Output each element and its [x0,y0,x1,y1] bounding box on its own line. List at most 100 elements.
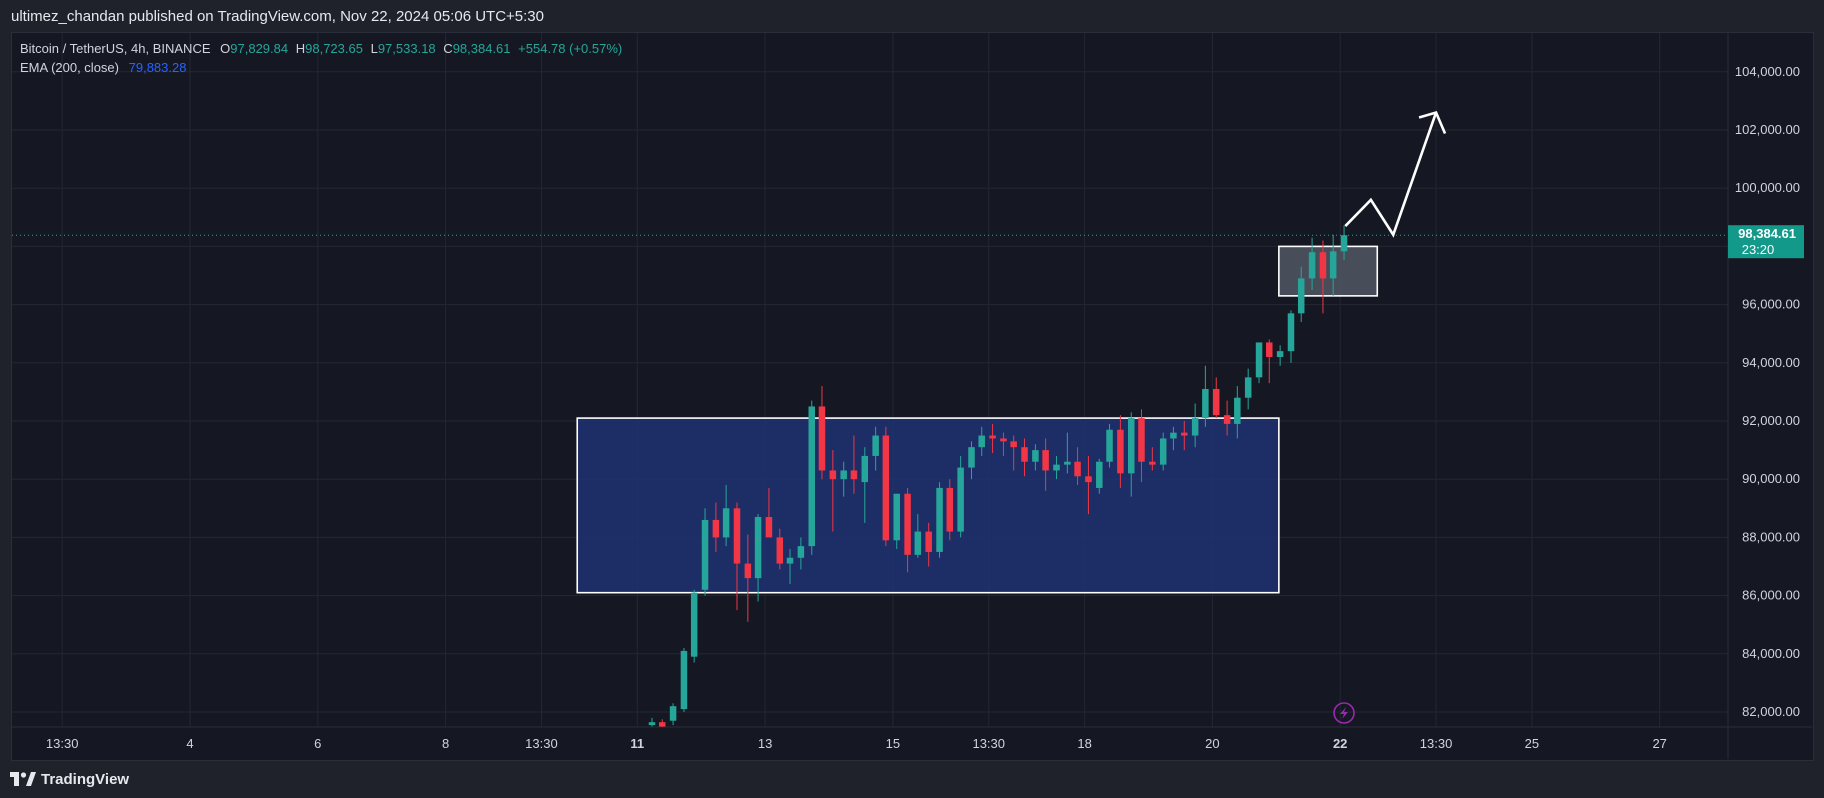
candle-up [1297,266,1305,323]
candle-up [808,400,815,555]
time-axis-label: 13:30 [1420,736,1453,751]
candle-down [946,479,954,541]
candle-down [850,435,858,494]
candle-body [872,435,879,456]
bar-countdown-label: 23:20 [1742,242,1775,257]
candle-body [733,508,741,564]
price-axis-label: 100,000.00 [1735,180,1800,195]
candle-up [1308,237,1316,291]
candle-up [957,455,964,538]
candle-up [1053,455,1060,480]
candle-down [1138,409,1145,483]
candle-body [1085,476,1092,483]
candle-down [1021,438,1028,477]
candle-down [1149,447,1156,471]
candle-body [808,406,815,547]
candle-body [829,470,837,480]
candle-down [1319,240,1327,314]
candle-body [1000,438,1007,442]
candle-body [1096,461,1103,488]
time-axis-label: 11 [630,736,644,751]
candle-body [1276,351,1284,357]
candle-body [861,455,869,483]
candle-up [754,514,762,602]
candle-down [1010,435,1017,471]
candle-body [946,487,954,532]
breakout-box [1278,245,1379,297]
candle-body [1042,450,1049,471]
candle-up [648,717,656,727]
candle-body [904,493,911,555]
candle-up [701,508,709,596]
candle-body [818,406,826,471]
candle-body [1287,313,1295,352]
forecast-arrow-icon [1344,112,1438,238]
ohlc-legend: Bitcoin / TetherUS, 4h, BINANCE O97,829.… [20,39,622,58]
time-axis-label: 13:30 [46,736,79,751]
candle-body [1329,251,1337,279]
candle-body [1032,450,1039,462]
candle-down [829,450,837,532]
time-axis-label: 13 [758,736,772,751]
candle-body [1159,438,1167,465]
candle-body [1244,377,1252,398]
change-value: +554.78 (+0.57%) [518,41,623,56]
price-axis-label: 82,000.00 [1742,704,1800,719]
chart-frame [11,32,1814,761]
price-axis-label: 104,000.00 [1735,64,1800,79]
candle-body [850,470,858,480]
symbol-label[interactable]: Bitcoin / TetherUS, 4h, BINANCE [20,41,211,56]
candle-up [1096,458,1103,494]
publisher-bar: ultimez_chandan published on TradingView… [0,0,1824,32]
time-axis-label: 27 [1652,736,1666,751]
candle-body [1255,342,1263,378]
candle-down [658,719,666,727]
candle-up [1032,444,1039,471]
lightning-alert-icon [1333,702,1355,724]
price-axis-label: 86,000.00 [1742,588,1800,603]
candle-body [1223,415,1231,424]
candle-up [914,514,922,558]
price-axis-label: 102,000.00 [1735,122,1800,137]
candle-body [1021,447,1028,462]
high-value: 98,723.65 [305,41,363,56]
last-price-badge [1728,225,1804,259]
price-axis-label: 94,000.00 [1742,355,1800,370]
candle-up [1234,386,1241,439]
price-axis-label: 84,000.00 [1742,646,1800,661]
candle-up [1276,345,1284,366]
candle-body [1117,429,1124,474]
candle-up [1202,365,1209,427]
candle-body [840,470,847,480]
candle-up [861,447,869,523]
candle-up [1255,342,1263,384]
candle-up [1329,234,1337,296]
candle-up [1244,368,1252,410]
price-axis-label: 88,000.00 [1742,529,1800,544]
candle-body [989,435,996,439]
candle-body [1297,278,1305,314]
candle-body [1010,441,1017,448]
candle-up [680,647,688,712]
price-axis-label: 96,000.00 [1742,297,1800,312]
close-value: 98,384.61 [452,41,511,56]
candle-up [1127,412,1135,497]
time-axis-label: 8 [442,736,449,751]
candle-down [925,522,932,567]
candle-up [840,461,847,497]
candle-body [701,519,709,590]
last-price-label: 98,384.61 [1738,226,1796,241]
candle-down [1181,421,1188,451]
candle-body [1234,397,1241,424]
price-axis-label: 92,000.00 [1742,413,1800,428]
candle-body [1212,388,1220,416]
candle-up [1159,432,1167,471]
footer-brand[interactable]: TradingView [10,768,129,790]
candle-body [712,519,720,538]
candle-body [1191,418,1199,436]
lightning-glyph [1340,707,1349,719]
forecast-arrow-head [1418,110,1447,135]
time-axis-label: 22 [1333,736,1347,751]
ema-label[interactable]: EMA (200, close) [20,60,119,75]
